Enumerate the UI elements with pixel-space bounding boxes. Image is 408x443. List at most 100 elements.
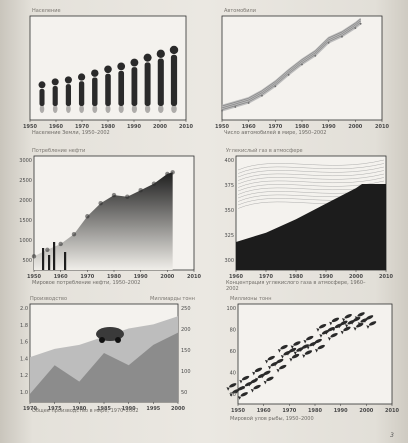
fish-body (254, 367, 263, 373)
fish-tail (316, 328, 320, 332)
fish-tail (229, 393, 233, 397)
fish-tail (357, 322, 361, 326)
fish-body (360, 318, 368, 323)
fish-body (344, 314, 352, 319)
fish-body (306, 335, 314, 341)
cars-chart: 1950 1960 1970 1980 1990 2000 2010 (215, 15, 389, 130)
silhouette-body (118, 70, 125, 106)
cars-data-point (274, 85, 277, 88)
cars-panel: Автомобили 1950 1960 1970 1980 1990 2000 2010 … (212, 8, 402, 138)
fish-mark (327, 333, 338, 341)
population-xtick-label: 2010 (179, 124, 193, 130)
fish-mark (237, 392, 248, 400)
population-silhouette (38, 81, 46, 113)
production-xtick-label: 1990 (122, 406, 136, 412)
cars-data-point (234, 106, 237, 108)
fish-mark (329, 317, 340, 326)
fish-body (340, 320, 348, 326)
fish-mark (239, 375, 250, 384)
fish-mark (340, 326, 351, 335)
fish-mark (306, 341, 317, 350)
silhouette-reflection (105, 105, 111, 113)
silhouette-head (143, 53, 152, 62)
production-car-illustration (96, 327, 124, 343)
fish-tail (329, 321, 333, 326)
cars-xtick-label: 1950 (215, 124, 229, 130)
fish-tail (226, 387, 230, 391)
fish-mark (344, 320, 355, 328)
fish-mark (255, 373, 266, 382)
fish-mark (264, 355, 275, 364)
cars-title: Автомобили (224, 8, 256, 14)
fish-body (280, 344, 288, 350)
silhouette-reflection (39, 105, 45, 113)
oil-smoke-puff (111, 192, 117, 198)
cars-ribbon-line (221, 18, 362, 107)
silhouette-body (170, 54, 178, 106)
fish-mark (250, 384, 261, 393)
fish-tail (276, 368, 280, 373)
population-xtick-label: 1980 (101, 124, 115, 130)
fish-mark (290, 341, 301, 349)
fish-ytick-label: 100 (226, 306, 236, 312)
oil-chimney (42, 248, 45, 270)
fish-tail (242, 385, 246, 390)
fish-mark (341, 314, 352, 322)
production-panel: Производство Миллиарды тонн 2.0 1.8 1.6 1.4… (8, 296, 212, 436)
fish-ytick-label: 80 (230, 328, 236, 334)
fish-body (357, 312, 365, 317)
silhouette-reflection (79, 105, 84, 113)
silhouette-body (144, 62, 151, 106)
production-chart: 2.0 1.8 1.6 1.4 1.2 1.0 250 200 150 100 50 1970 1975… (20, 303, 191, 412)
oil-chimney (53, 242, 56, 270)
co2-swirl-line (237, 177, 385, 188)
silhouette-head (91, 69, 99, 77)
population-silhouette (143, 53, 152, 113)
cars-ribbon-line (221, 23, 362, 112)
cars-data-point (327, 41, 330, 44)
population-silhouette (64, 76, 72, 113)
fish-body (317, 344, 325, 350)
fish-mark (302, 350, 313, 358)
silhouette-reflection (158, 105, 164, 113)
fish-chart: 100 80 60 40 20 1950 1960 1970 1980 1990 2000 2010 (226, 303, 399, 414)
fish-tail (341, 318, 346, 322)
oil-smoke-puff (170, 170, 175, 175)
population-caption: Население Земли, 1950–2002 (32, 130, 110, 136)
fish-body (331, 317, 340, 323)
fish-mark (226, 383, 237, 391)
cars-data-point (287, 74, 290, 76)
silhouette-body (92, 77, 98, 106)
production-ytick-label: 1.6 (20, 340, 28, 346)
fish-body (229, 383, 237, 388)
oil-smoke-puff (85, 214, 90, 219)
silhouette-head (130, 58, 139, 67)
fish-tail (237, 396, 242, 400)
fish-mark (303, 335, 314, 344)
silhouette-head (104, 65, 112, 74)
silhouette-body (105, 73, 111, 106)
fish-tail (306, 345, 310, 350)
silhouette-body (52, 86, 58, 106)
fish-body (276, 358, 284, 364)
fish-ytick-label: 20 (230, 392, 236, 398)
fish-tail (340, 330, 344, 335)
production-caption: Общее производство в мире, 1970–2002 (32, 408, 139, 414)
production-ytick-label: 1.4 (20, 356, 28, 362)
fish-tail (277, 348, 281, 353)
cars-data-point (314, 54, 317, 57)
fish-body (296, 347, 304, 352)
production-right-ytick-label: 50 (181, 390, 187, 396)
production-right-title: Миллиарды тонн (150, 296, 195, 302)
fish-tail (302, 354, 306, 358)
cars-data-point (341, 35, 343, 38)
cars-data-point (354, 27, 357, 30)
oil-chimney (64, 252, 67, 270)
population-silhouette (51, 78, 59, 113)
fish-body (334, 323, 343, 329)
fish-tail (319, 334, 323, 338)
cars-data-point (261, 94, 263, 97)
fish-tail (264, 359, 269, 364)
oil-ytick-label: 2000 (19, 198, 32, 204)
silhouette-head (38, 81, 46, 89)
